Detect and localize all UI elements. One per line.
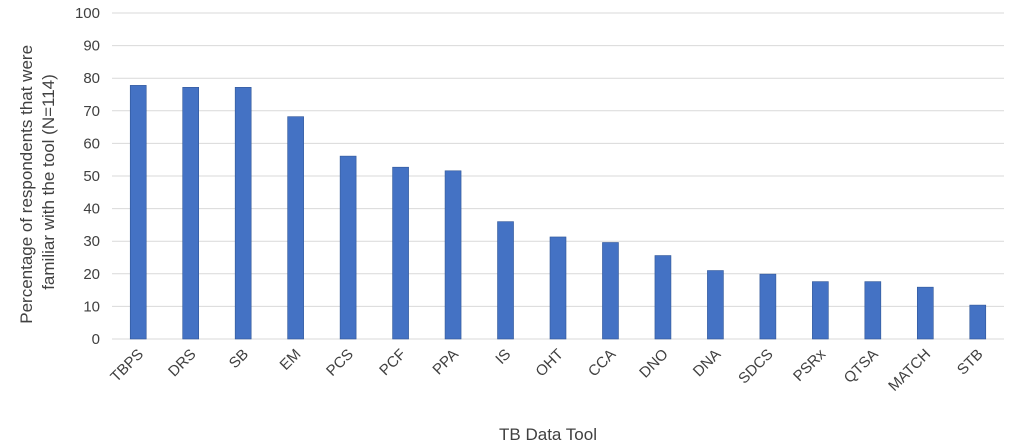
gridlines: [112, 12, 1004, 340]
y-tick-label: 0: [92, 331, 100, 348]
bar-dno: [654, 255, 672, 340]
x-tick-label: PSRx: [790, 345, 829, 384]
y-axis-title-line-2: familiar with the tool (N=114): [39, 74, 58, 290]
y-axis-title: Percentage of respondents that were fami…: [17, 40, 58, 324]
x-tick-label: IS: [492, 346, 514, 368]
x-tick-label: DRS: [165, 346, 199, 380]
bar-cca: [602, 242, 619, 340]
x-tick-label: DNA: [690, 346, 724, 380]
y-tick-label: 20: [83, 266, 100, 283]
y-axis-ticks: 0 10 20 30 40 50 60 70 80 90 100: [75, 5, 100, 348]
x-tick-label: STB: [954, 346, 987, 379]
bar-ppa: [444, 170, 462, 340]
y-axis-title-line-1: Percentage of respondents that were: [17, 45, 36, 324]
x-tick-label: DNO: [636, 346, 672, 382]
bar-tbps: [129, 85, 147, 340]
bar-is: [497, 221, 514, 340]
x-tick-label: TBPS: [107, 346, 147, 386]
x-axis-ticks: TBPS DRS SB EM PCS PCF PPA IS OHT CCA DNO DNA SDCS PS…: [107, 345, 986, 394]
x-tick-label: CCA: [585, 346, 619, 380]
y-tick-label: 60: [83, 135, 100, 152]
y-tick-label: 10: [83, 298, 100, 315]
bar-psrx: [812, 281, 829, 340]
x-tick-label: SB: [226, 346, 252, 372]
x-tick-label: OHT: [532, 346, 566, 380]
bar-em: [287, 116, 304, 340]
y-tick-label: 100: [75, 5, 100, 22]
x-axis-title: TB Data Tool: [499, 425, 597, 444]
x-tick-label: PCF: [376, 346, 409, 379]
y-tick-label: 80: [83, 70, 100, 87]
bar-sdcs: [759, 273, 777, 340]
x-tick-label: MATCH: [885, 346, 934, 395]
y-tick-label: 50: [83, 168, 100, 185]
bars: [129, 85, 987, 340]
bar-pcf: [392, 166, 409, 340]
x-tick-label: PCS: [323, 346, 357, 380]
y-tick-label: 40: [83, 201, 100, 218]
bar-drs: [182, 87, 200, 340]
y-tick-label: 30: [83, 233, 100, 250]
bar-qtsa: [864, 281, 882, 340]
y-tick-label: 70: [83, 103, 100, 120]
bar-pcs: [339, 155, 357, 340]
bar-sb: [234, 87, 252, 340]
y-tick-label: 90: [83, 38, 100, 55]
x-tick-label: PPA: [429, 346, 461, 378]
x-tick-label: QTSA: [841, 346, 882, 387]
bar-oht: [549, 236, 567, 340]
bar-stb: [969, 304, 987, 340]
bar-dna: [707, 270, 724, 340]
x-tick-label: EM: [277, 346, 305, 374]
bar-match: [916, 286, 934, 340]
x-tick-label: SDCS: [735, 346, 776, 387]
